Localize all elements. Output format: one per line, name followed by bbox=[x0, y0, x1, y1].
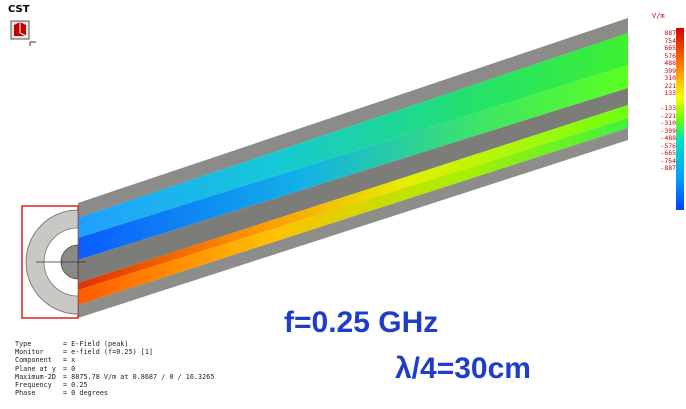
color-scale-tick: 6657 bbox=[664, 44, 680, 52]
color-scale-tick: -5769 bbox=[660, 141, 680, 150]
info-key: Monitor bbox=[15, 348, 44, 357]
color-scale-tick: -1331 bbox=[660, 104, 680, 112]
field-band-upper-b bbox=[78, 65, 628, 260]
info-key: Plane at y bbox=[15, 364, 56, 373]
color-scale-tick: 8876 bbox=[664, 29, 680, 37]
color-scale-tick: -3994 bbox=[660, 126, 680, 135]
info-value: = 8875.78 V/m at 0.8687 / 0 / 16.3265 bbox=[63, 372, 215, 381]
color-scale-tick: -7544 bbox=[660, 156, 680, 165]
info-value: = 0 bbox=[63, 364, 76, 373]
info-value: = E-Field (peak) bbox=[63, 340, 129, 348]
color-scale-tick: -8876 bbox=[660, 164, 680, 172]
color-scale-tick: 4882 bbox=[664, 59, 680, 67]
info-key: Maximum-2D bbox=[15, 372, 56, 381]
info-value: = 0.25 bbox=[63, 381, 88, 390]
info-key: Component bbox=[15, 356, 52, 365]
info-row: Phase = 0 degrees bbox=[15, 389, 214, 397]
cst-logo: CST bbox=[8, 4, 30, 15]
color-scale-tick: -2219 bbox=[660, 111, 680, 120]
monitor-info-panel: Type = E-Field (peak) Monitor = e-field (f=… bbox=[15, 340, 214, 397]
info-row: Component = x bbox=[15, 356, 214, 364]
color-scale-tick: -6657 bbox=[660, 149, 680, 157]
outer-shell-top bbox=[78, 18, 628, 218]
info-row: Monitor = e-field (f=0.25) [1] bbox=[15, 348, 214, 356]
color-scale-tick: -4882 bbox=[660, 134, 680, 142]
info-row: Plane at y = 0 bbox=[15, 365, 214, 373]
inner-conductor bbox=[78, 88, 628, 283]
color-scale-bar bbox=[676, 28, 684, 210]
info-key: Frequency bbox=[15, 381, 52, 390]
color-scale-tick: 7544 bbox=[664, 36, 680, 45]
color-scale-unit: V/m bbox=[652, 12, 665, 20]
info-row: Frequency = 0.25 bbox=[15, 381, 214, 389]
outer-shell-bottom bbox=[78, 128, 628, 318]
frequency-annotation: f=0.25 GHz bbox=[284, 306, 439, 339]
axis-orientation-icon bbox=[10, 20, 36, 46]
info-value: = 0 degrees bbox=[63, 389, 109, 398]
color-scale-labels: 8876754466575769488239943107221913310-13… bbox=[646, 29, 680, 173]
info-key: Phase bbox=[15, 389, 36, 398]
color-scale-tick: -3107 bbox=[660, 119, 680, 127]
color-scale-tick: 3107 bbox=[664, 74, 680, 82]
info-value: = x bbox=[63, 356, 76, 365]
field-band-lower-b bbox=[78, 118, 628, 305]
info-row: Type = E-Field (peak) bbox=[15, 340, 214, 348]
info-value: = e-field (f=0.25) [1] bbox=[63, 348, 154, 357]
color-scale-tick: 2219 bbox=[664, 81, 680, 90]
field-band-lower-a bbox=[78, 105, 628, 290]
info-key: Type bbox=[15, 340, 32, 348]
field-band-upper-a bbox=[78, 33, 628, 238]
color-scale-tick: 3994 bbox=[664, 66, 680, 75]
wavelength-annotation: λ/4=30cm bbox=[395, 352, 531, 385]
info-row: Maximum-2D = 8875.78 V/m at 0.8687 / 0 / … bbox=[15, 373, 214, 381]
color-scale-tick: 5769 bbox=[664, 51, 680, 60]
color-scale-tick: 1331 bbox=[664, 89, 680, 97]
